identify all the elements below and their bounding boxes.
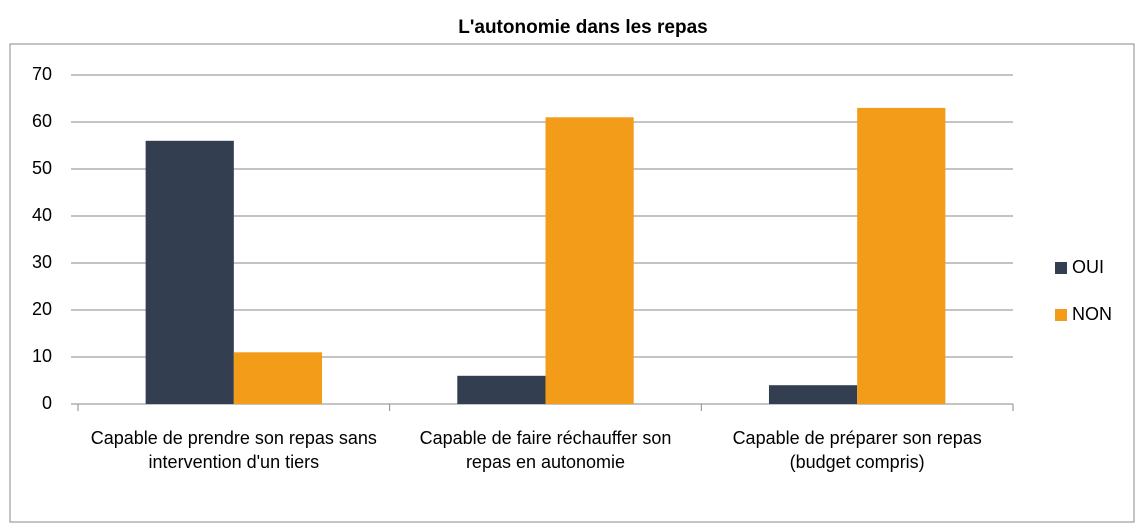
x-tick-label: Capable de prendre son repas sans interv… [90,428,377,472]
bar [857,107,946,405]
chart-border [9,43,1135,523]
bar [145,140,234,405]
legend-swatch [1055,262,1067,274]
y-tick-label: 0 [42,393,52,413]
legend-label: OUI [1072,257,1104,277]
y-tick-label: 20 [32,299,52,319]
y-tick-label: 60 [32,111,52,131]
x-tick-label: Capable de préparer son repas (budget co… [732,428,982,472]
bar [768,385,858,404]
x-tick-label: Capable de faire réchauffer son repas en… [419,428,672,472]
chart-title: L'autonomie dans les repas [458,17,707,38]
legend-swatch [1055,309,1067,321]
y-tick-label: 50 [32,158,52,178]
y-tick-label: 10 [32,346,52,366]
bar [457,375,546,404]
bar [233,352,323,404]
legend-label: NON [1072,304,1112,324]
y-tick-label: 40 [32,205,52,225]
y-tick-label: 70 [32,64,52,84]
y-tick-label: 30 [32,252,52,272]
bar [545,117,634,405]
